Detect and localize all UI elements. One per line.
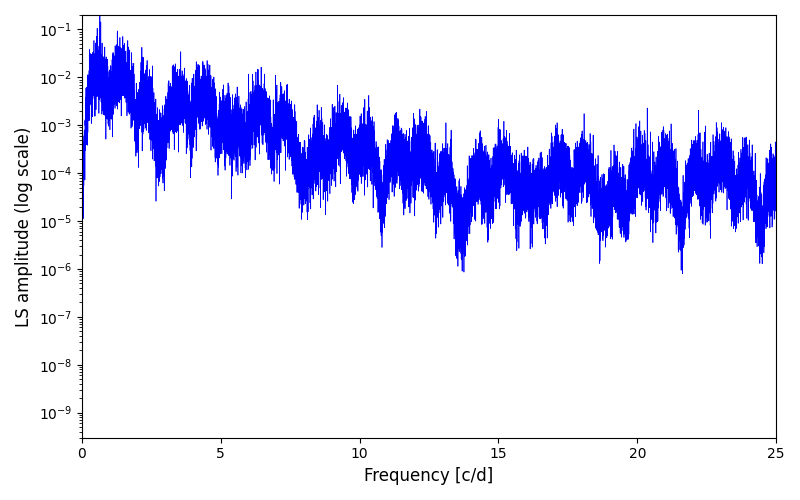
Y-axis label: LS amplitude (log scale): LS amplitude (log scale) xyxy=(15,126,33,326)
X-axis label: Frequency [c/d]: Frequency [c/d] xyxy=(364,467,494,485)
